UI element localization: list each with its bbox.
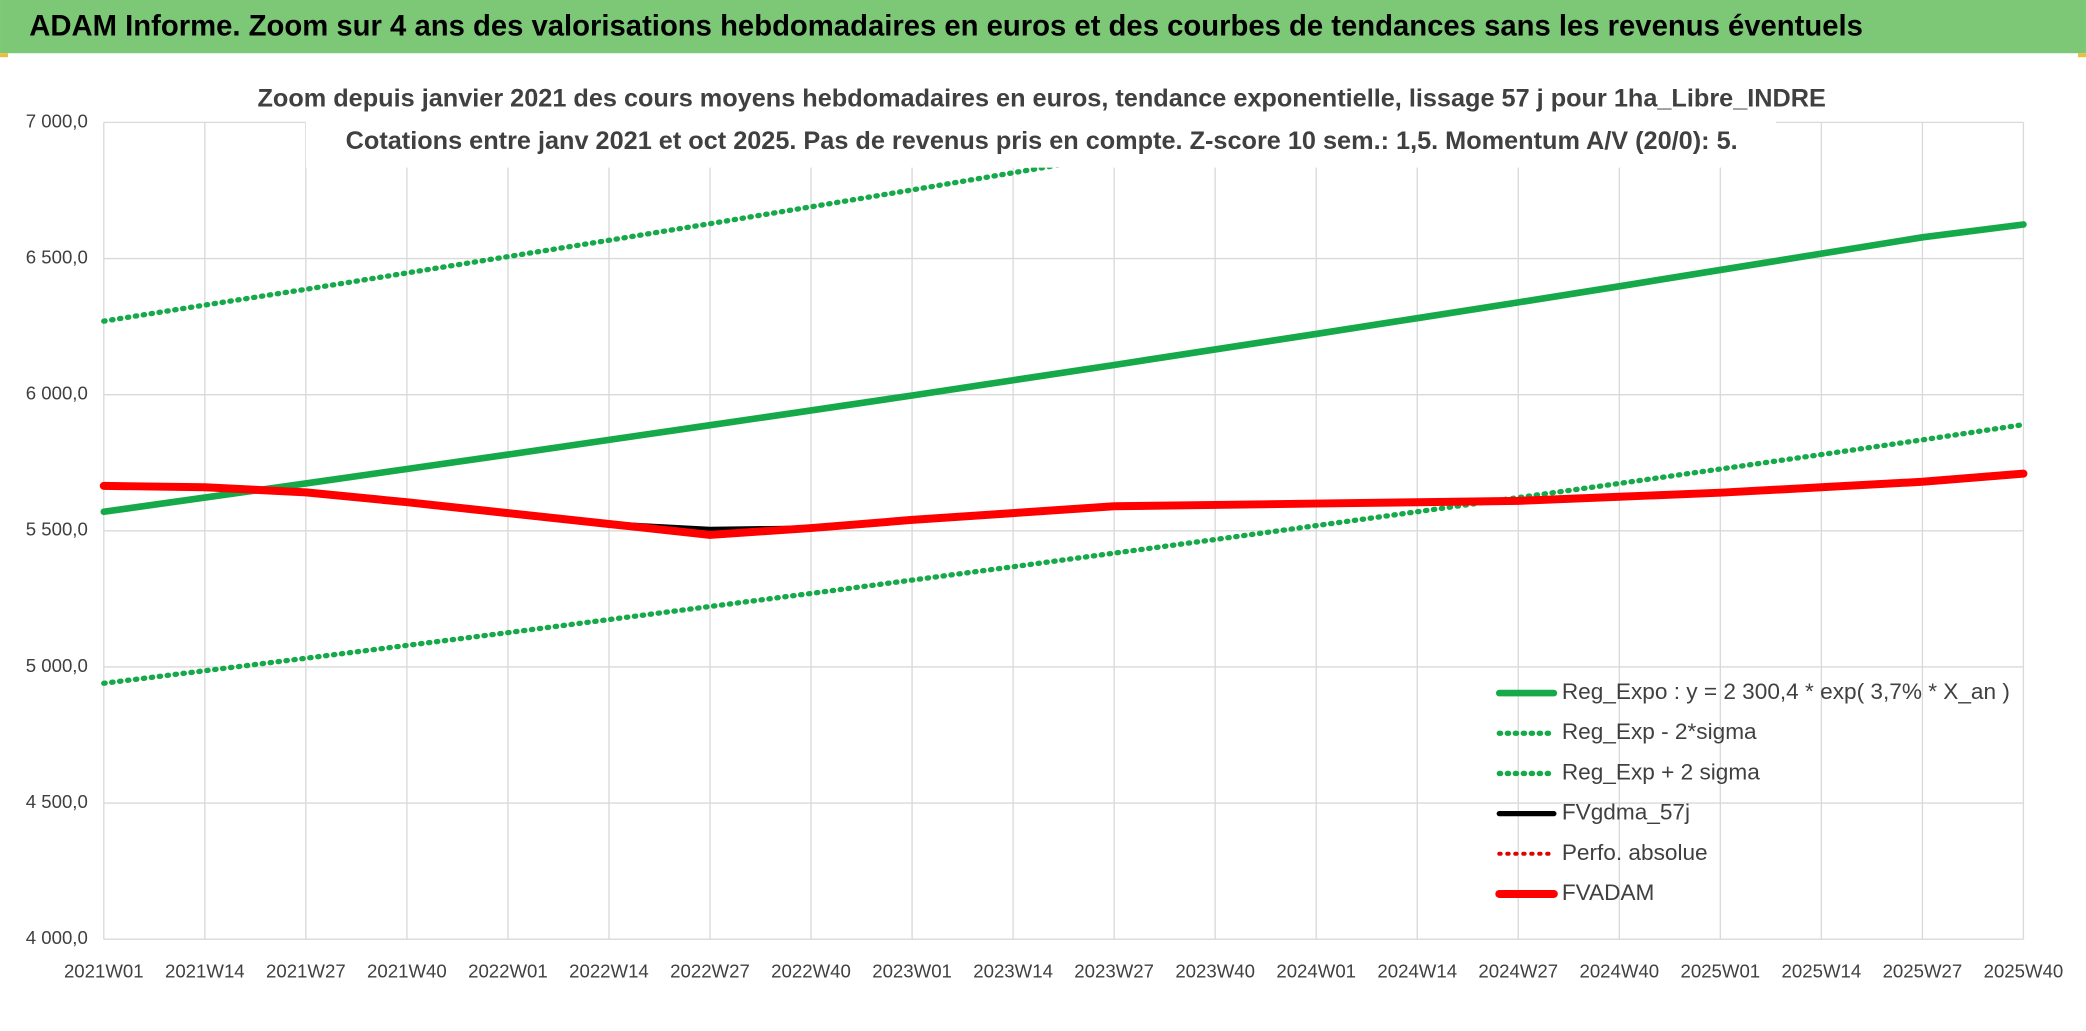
x-tick-label: 2023W27 xyxy=(1074,960,1154,981)
x-tick-label: 2024W14 xyxy=(1377,960,1457,981)
y-tick-label: 6 000,0 xyxy=(26,383,88,404)
x-tick-label: 2024W01 xyxy=(1276,960,1356,981)
x-tick-label: 2025W14 xyxy=(1782,960,1862,981)
title-background xyxy=(306,77,1777,168)
series-line xyxy=(99,469,2028,539)
series-line xyxy=(100,221,2027,516)
y-tick-label: 4 500,0 xyxy=(26,791,88,812)
x-tick-label: 2024W27 xyxy=(1478,960,1558,981)
y-tick-label: 5 000,0 xyxy=(26,655,88,676)
y-tick-label: 7 000,0 xyxy=(26,110,88,131)
header-bar xyxy=(0,0,2086,54)
x-tick-label: 2025W40 xyxy=(1984,960,2064,981)
x-tick-label: 2024W40 xyxy=(1579,960,1659,981)
header-title: ADAM Informe. Zoom sur 4 ans des valoris… xyxy=(29,11,1863,43)
chart-subtitle: Cotations entre janv 2021 et oct 2025. P… xyxy=(346,127,1738,155)
corner xyxy=(0,53,9,58)
x-tick-label: 2023W40 xyxy=(1175,960,1255,981)
x-tick-label: 2023W14 xyxy=(973,960,1053,981)
x-tick-label: 2023W01 xyxy=(872,960,952,981)
x-tick-label: 2022W27 xyxy=(670,960,750,981)
legend-label: Reg_Exp - 2*sigma xyxy=(1562,719,1757,744)
x-tick-label: 2025W27 xyxy=(1883,960,1963,981)
legend-label: Reg_Expo : y = 2 300,4 * exp( 3,7% * X_a… xyxy=(1562,679,2010,704)
x-tick-label: 2025W01 xyxy=(1681,960,1761,981)
x-tick-label: 2021W01 xyxy=(64,960,144,981)
y-tick-label: 5 500,0 xyxy=(26,519,88,540)
corner xyxy=(2077,53,2086,58)
x-tick-label: 2022W40 xyxy=(771,960,851,981)
x-tick-label: 2021W27 xyxy=(266,960,346,981)
legend-label: Reg_Exp + 2 sigma xyxy=(1562,759,1760,784)
x-tick-label: 2022W01 xyxy=(468,960,548,981)
y-tick-label: 6 500,0 xyxy=(26,246,88,267)
x-tick-label: 2021W40 xyxy=(367,960,447,981)
chart-title: Zoom depuis janvier 2021 des cours moyen… xyxy=(257,84,1825,112)
series-line xyxy=(101,421,2027,686)
legend-label: Perfo. absolue xyxy=(1562,840,1708,865)
x-tick-label: 2022W14 xyxy=(569,960,649,981)
x-tick-label: 2021W14 xyxy=(165,960,245,981)
y-tick-label: 4 000,0 xyxy=(26,927,88,948)
legend-label: FVgdma_57j xyxy=(1562,800,1690,825)
legend-label: FVADAM xyxy=(1562,880,1655,905)
